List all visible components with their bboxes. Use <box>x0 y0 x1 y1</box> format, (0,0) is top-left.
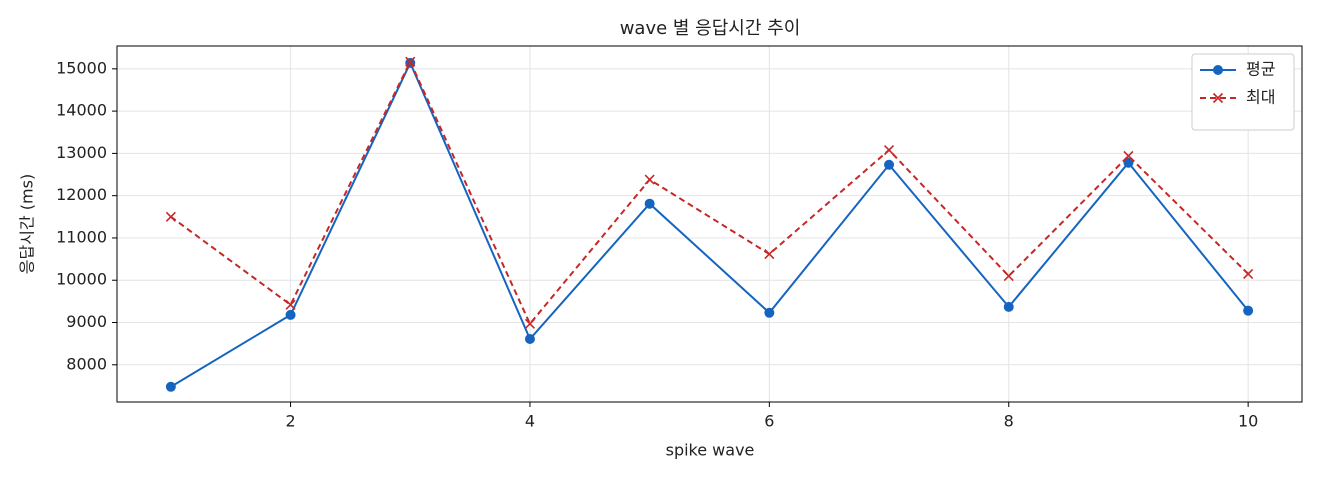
x-tick-label: 10 <box>1238 412 1258 431</box>
data-point <box>1243 268 1254 279</box>
legend-label: 최대 <box>1246 88 1275 107</box>
x-tick-label: 4 <box>525 412 535 431</box>
data-point <box>285 309 296 320</box>
data-point <box>524 334 535 345</box>
legend-label: 평균 <box>1246 60 1275 79</box>
data-point <box>644 174 655 185</box>
y-tick-label: 14000 <box>56 101 107 120</box>
data-point <box>884 159 895 170</box>
y-tick-label: 8000 <box>66 354 107 373</box>
data-point <box>764 307 775 318</box>
data-point <box>1243 305 1254 316</box>
x-tick-label: 2 <box>285 412 295 431</box>
data-point <box>1003 270 1014 282</box>
x-tick-label: 8 <box>1004 412 1014 431</box>
data-point <box>1123 157 1134 168</box>
data-point <box>1003 301 1014 312</box>
y-tick-label: 11000 <box>56 227 107 246</box>
legend-marker <box>1212 92 1224 104</box>
data-point <box>165 381 176 392</box>
chart-title: wave 별 응답시간 추이 <box>620 18 801 39</box>
y-tick-label: 15000 <box>56 58 107 77</box>
data-point <box>524 318 536 329</box>
x-tick-label: 6 <box>764 412 774 431</box>
series-line <box>170 60 1249 388</box>
y-tick-label: 9000 <box>66 312 107 331</box>
plot-frame <box>116 45 1303 403</box>
data-point <box>1123 150 1134 161</box>
data-point <box>165 211 176 222</box>
data-point <box>644 198 655 209</box>
data-point <box>405 56 416 67</box>
y-axis-label: 응답시간 (ms) <box>18 174 37 274</box>
legend-box <box>1191 53 1295 131</box>
legend-marker <box>1213 65 1223 75</box>
y-tick-label: 12000 <box>56 185 107 204</box>
data-point <box>285 299 296 310</box>
y-tick-label: 10000 <box>56 270 107 289</box>
data-point <box>883 144 895 156</box>
y-tick-label: 13000 <box>56 143 107 162</box>
x-axis-label: spike wave <box>666 441 755 460</box>
series-line <box>170 59 1249 326</box>
data-point <box>764 248 775 260</box>
